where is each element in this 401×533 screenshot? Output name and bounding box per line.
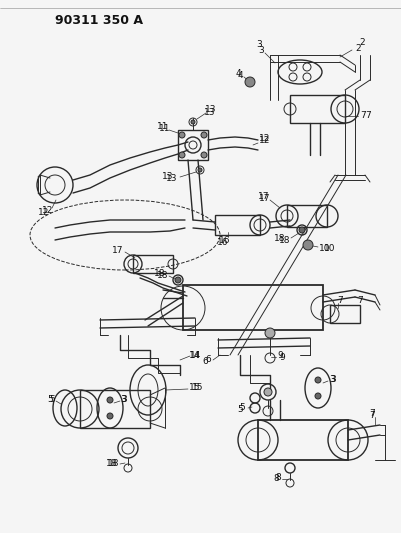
Text: 3: 3 — [121, 394, 127, 403]
Text: 11: 11 — [159, 124, 170, 133]
Text: 18: 18 — [279, 236, 290, 245]
Text: 13: 13 — [205, 104, 216, 114]
Circle shape — [190, 120, 194, 124]
Text: 15: 15 — [189, 384, 200, 392]
Text: 12: 12 — [259, 133, 270, 142]
Circle shape — [314, 393, 320, 399]
Bar — [257, 420, 347, 460]
Text: 6: 6 — [202, 357, 207, 366]
Text: 9: 9 — [278, 352, 284, 361]
Bar — [80, 390, 150, 428]
Text: 3: 3 — [328, 376, 334, 384]
Text: 90311 350 A: 90311 350 A — [55, 13, 143, 27]
Bar — [178, 130, 207, 160]
Text: 18: 18 — [273, 233, 285, 243]
Circle shape — [244, 77, 254, 87]
Text: 8: 8 — [274, 473, 280, 482]
Text: 7: 7 — [356, 295, 362, 304]
Circle shape — [107, 413, 113, 419]
Text: 8: 8 — [272, 474, 278, 483]
Bar — [133, 255, 172, 273]
Circle shape — [263, 388, 271, 396]
Text: 14: 14 — [190, 351, 201, 360]
Circle shape — [178, 152, 184, 158]
Text: 5: 5 — [47, 394, 53, 403]
Text: 16: 16 — [217, 238, 228, 246]
Text: 7: 7 — [359, 110, 365, 119]
Text: 5: 5 — [239, 403, 244, 413]
Text: 7: 7 — [364, 110, 370, 119]
Text: 4: 4 — [235, 69, 240, 77]
Text: 18: 18 — [106, 459, 117, 469]
Circle shape — [198, 168, 201, 172]
Text: 10: 10 — [324, 244, 335, 253]
Text: 5: 5 — [49, 395, 55, 405]
Text: 3: 3 — [120, 395, 126, 405]
Circle shape — [298, 227, 304, 233]
Text: 3: 3 — [257, 45, 263, 54]
Text: 17: 17 — [257, 191, 269, 200]
Circle shape — [200, 152, 207, 158]
Circle shape — [200, 132, 207, 138]
Text: 9: 9 — [276, 351, 282, 359]
Text: 2: 2 — [354, 44, 360, 52]
Text: 7: 7 — [368, 410, 374, 419]
Text: 15: 15 — [192, 383, 203, 392]
Text: 10: 10 — [318, 244, 330, 253]
Bar — [215, 215, 259, 235]
Text: 18: 18 — [154, 269, 165, 278]
Text: 17: 17 — [112, 246, 124, 254]
Circle shape — [107, 397, 113, 403]
Text: 4: 4 — [237, 70, 242, 79]
Text: 3: 3 — [255, 39, 261, 49]
Bar — [182, 285, 322, 330]
Bar — [289, 95, 344, 123]
Circle shape — [178, 132, 184, 138]
Bar — [329, 305, 359, 323]
Circle shape — [264, 328, 274, 338]
Text: 14: 14 — [189, 351, 200, 359]
Circle shape — [302, 240, 312, 250]
Text: 11: 11 — [157, 122, 168, 131]
Text: 13: 13 — [162, 172, 173, 181]
Text: 5: 5 — [237, 405, 242, 414]
Text: 13: 13 — [204, 108, 215, 117]
Circle shape — [314, 377, 320, 383]
Circle shape — [174, 277, 180, 283]
Text: 7: 7 — [336, 295, 342, 304]
Text: 16: 16 — [219, 236, 230, 245]
Text: 18: 18 — [157, 271, 168, 279]
Text: 12: 12 — [38, 207, 50, 216]
Text: 13: 13 — [166, 174, 177, 182]
Text: 3: 3 — [329, 375, 335, 384]
Text: 2: 2 — [358, 37, 364, 46]
Bar — [286, 205, 326, 227]
Text: 12: 12 — [42, 206, 54, 214]
Text: 18: 18 — [108, 458, 119, 467]
Text: 12: 12 — [259, 135, 270, 144]
Text: 6: 6 — [205, 356, 211, 365]
Text: 17: 17 — [259, 193, 270, 203]
Text: 7: 7 — [368, 408, 374, 417]
